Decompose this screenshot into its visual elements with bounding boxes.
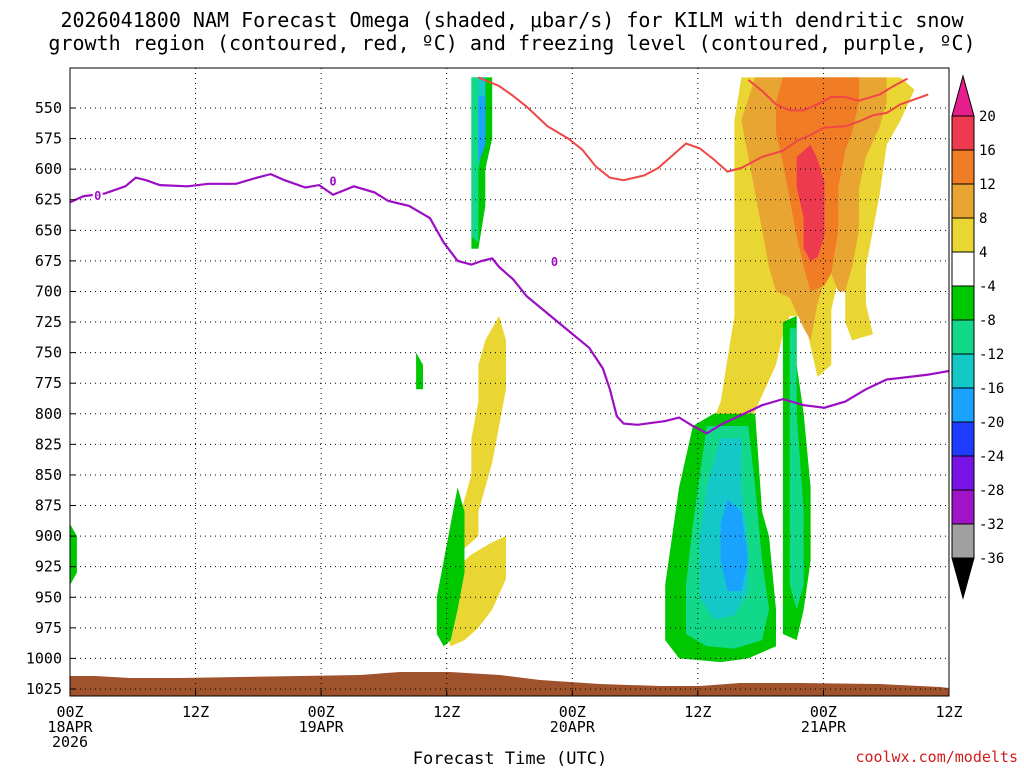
colorbar-swatch	[951, 421, 975, 457]
colorbar-swatch	[951, 353, 975, 389]
y-tick-label-900: 900	[35, 527, 62, 545]
omega-region-dn-jet-16	[478, 95, 486, 163]
x-tick-label-84-1: 12Z	[935, 703, 962, 721]
x-axis-label: Forecast Time (UTC)	[413, 749, 607, 768]
y-tick-label-775: 775	[35, 374, 62, 392]
colorbar: 20 16 12 8 4 -4 -8 -12 -16 -20 -24 -28 -32 -36	[951, 74, 1004, 600]
y-tick-label-1025: 1025	[26, 680, 62, 698]
freezing-label-bg	[328, 173, 339, 188]
site-credit[interactable]: coolwx.com/modelts	[855, 748, 1018, 766]
x-tick-label-48-1: 00Z	[559, 703, 586, 721]
x-tick-label-72-1: 00Z	[810, 703, 837, 721]
x-tick-label-72-2: 21APR	[801, 718, 847, 736]
colorbar-label--4: -4	[979, 279, 996, 295]
omega-region-dn-sec-8	[789, 328, 804, 610]
colorbar-label-12: 12	[979, 177, 996, 193]
y-tick-label-550: 550	[35, 99, 62, 117]
freezing-level-label: 0	[329, 174, 336, 188]
freezing-label-bg	[92, 188, 103, 203]
y-tick-label-600: 600	[35, 160, 62, 178]
colorbar-label-8: 8	[979, 211, 987, 227]
x-tick-label-0-3: 2026	[52, 733, 88, 751]
x-tick-label-24-2: 19APR	[299, 718, 345, 736]
omega-region-mid-4b	[443, 536, 506, 647]
y-tick-label-975: 975	[35, 619, 62, 637]
freezing-level-label: 0	[94, 189, 101, 203]
plot-frame	[69, 67, 950, 697]
colorbar-label--28: -28	[979, 483, 1004, 499]
colorbar-label--8: -8	[979, 313, 996, 329]
y-tick-label-1000: 1000	[26, 649, 62, 667]
x-tick-label-24-1: 00Z	[308, 703, 335, 721]
colorbar-swatch	[951, 489, 975, 525]
colorbar-swatch	[951, 319, 975, 355]
y-tick-label-800: 800	[35, 405, 62, 423]
y-tick-label-725: 725	[35, 313, 62, 331]
y-tick-label-625: 625	[35, 191, 62, 209]
colorbar-label-4: 4	[979, 245, 987, 261]
y-tick-label-650: 650	[35, 221, 62, 239]
chart-title-line1: 2026041800 NAM Forecast Omega (shaded, μ…	[60, 8, 964, 32]
omega-region-dn-750	[416, 352, 423, 390]
x-tick-label-60-1: 12Z	[684, 703, 711, 721]
x-tick-label-0-1: 00Z	[56, 703, 83, 721]
colorbar-label--16: -16	[979, 381, 1004, 397]
colorbar-label--24: -24	[979, 449, 1004, 465]
colorbar-swatch	[951, 285, 975, 321]
colorbar-label--36: -36	[979, 551, 1004, 567]
omega-shading	[70, 77, 915, 663]
omega-region-dn-left	[70, 523, 77, 585]
y-tick-label-875: 875	[35, 497, 62, 515]
colorbar-swatch	[951, 149, 975, 185]
chart-title-line2: growth region (contoured, red, ºC) and f…	[48, 31, 975, 55]
x-tick-label-12-1: 12Z	[182, 703, 209, 721]
contour-lines: 0 0 0	[70, 76, 949, 435]
y-tick-label-950: 950	[35, 588, 62, 606]
terrain-ground	[70, 672, 949, 696]
colorbar-swatch	[951, 387, 975, 423]
dgz-isotherm-lower	[747, 77, 908, 112]
x-tick-label-36-1: 12Z	[433, 703, 460, 721]
y-axis-ticks: 550 575 600 625 650 675 700 725 750 775 800 825 850 8…	[26, 99, 76, 698]
colorbar-label-16: 16	[979, 143, 996, 159]
colorbar-under-arrow	[951, 557, 975, 600]
y-tick-label-700: 700	[35, 282, 62, 300]
y-tick-label-750: 750	[35, 344, 62, 362]
y-tick-label-575: 575	[35, 130, 62, 148]
colorbar-swatch	[951, 523, 975, 559]
colorbar-over-arrow	[951, 74, 975, 117]
colorbar-swatch	[951, 183, 975, 219]
colorbar-label-20: 20	[979, 109, 996, 125]
colorbar-label--32: -32	[979, 517, 1004, 533]
y-tick-label-675: 675	[35, 252, 62, 270]
omega-region-up-16	[796, 144, 825, 261]
freezing-level-label: 0	[551, 255, 558, 269]
colorbar-swatch	[951, 217, 975, 253]
freezing-level-line	[70, 172, 949, 435]
colorbar-label--20: -20	[979, 415, 1004, 431]
y-tick-label-825: 825	[35, 435, 62, 453]
colorbar-label--12: -12	[979, 347, 1004, 363]
x-tick-label-48-2: 20APR	[550, 718, 596, 736]
y-tick-label-850: 850	[35, 466, 62, 484]
omega-region-dn-main-16	[720, 499, 749, 592]
dgz-isotherm-upper	[478, 76, 929, 182]
x-tick-label-0-2: 18APR	[47, 718, 93, 736]
y-tick-label-925: 925	[35, 558, 62, 576]
freezing-label-bg	[549, 254, 560, 269]
colorbar-swatch	[951, 455, 975, 491]
colorbar-swatch	[951, 251, 975, 287]
colorbar-swatch	[951, 115, 975, 151]
